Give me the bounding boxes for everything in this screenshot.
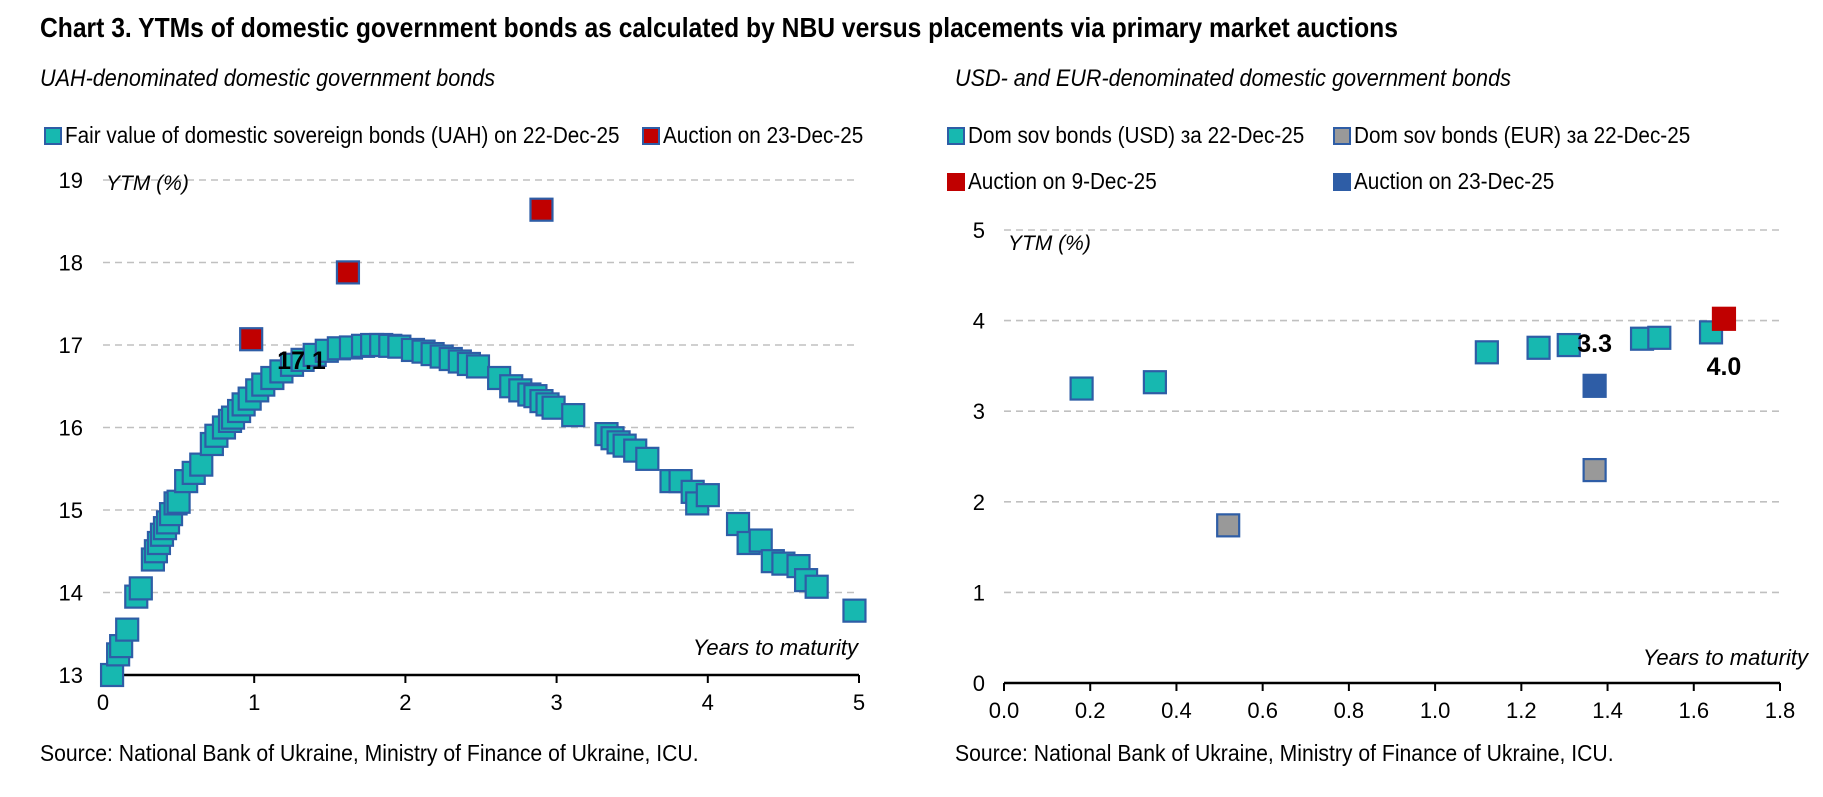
x-tick-label: 0.6 (1247, 698, 1278, 723)
y-tick-label: 0 (973, 671, 985, 696)
legend-swatch-red-icon (642, 126, 660, 145)
data-point-marker (748, 528, 773, 553)
y-tick-label: 19 (59, 168, 83, 193)
data-point-marker (1142, 370, 1167, 395)
right-legend-item-auction-23dec: Auction on 23-Dec-25 (1333, 168, 1576, 195)
right-series-3 (1582, 373, 1607, 398)
right-source-note: Source: National Bank of Ukraine, Minist… (955, 740, 1614, 766)
left-series-1 (239, 197, 554, 352)
x-tick-label: 1.2 (1506, 698, 1537, 723)
x-tick-label: 0.2 (1075, 698, 1106, 723)
data-point-marker (189, 452, 214, 477)
data-point-marker (465, 354, 491, 379)
data-point-marker (1069, 376, 1094, 401)
right-legend-item-auction-9dec: Auction on 9-Dec-25 (947, 168, 1178, 195)
x-tick-label: 3 (550, 690, 562, 715)
x-tick-label: 0 (97, 690, 109, 715)
x-tick-label: 0.4 (1161, 698, 1192, 723)
data-point-marker (99, 662, 125, 688)
y-tick-label: 15 (59, 498, 83, 523)
x-tick-label: 2 (399, 690, 411, 715)
data-point-marker (335, 260, 361, 285)
right-subtitle: USD- and EUR-denominated domestic govern… (955, 65, 1511, 92)
legend-label: Dom sov bonds (USD) за 22-Dec-25 (968, 122, 1305, 148)
y-axis-title: YTM (%) (106, 172, 189, 195)
y-tick-label: 17 (59, 333, 83, 358)
data-point-marker (1556, 332, 1581, 358)
data-point-marker (166, 489, 191, 514)
x-tick-label: 0.8 (1334, 698, 1365, 723)
y-tick-label: 1 (973, 580, 985, 605)
legend-label: Dom sov bonds (EUR) за 22-Dec-25 (1354, 122, 1691, 148)
data-point-marker (1526, 335, 1551, 360)
x-tick-label: 5 (853, 690, 865, 715)
y-tick-label: 18 (59, 251, 83, 276)
legend-label: Auction on 23-Dec-25 (663, 122, 864, 148)
x-tick-label: 1.8 (1765, 698, 1796, 723)
data-point-marker (1582, 457, 1607, 483)
data-point-marker (695, 483, 720, 508)
data-point-marker (128, 576, 153, 601)
data-point-marker (1647, 325, 1672, 350)
left-legend-item-fair-value: Fair value of domestic sovereign bonds (… (44, 122, 681, 149)
data-point-marker (842, 598, 867, 623)
right-legend-item-usd: Dom sov bonds (USD) за 22-Dec-25 (947, 122, 1342, 149)
legend-swatch-teal-icon (947, 126, 965, 145)
y-tick-label: 2 (973, 490, 985, 515)
data-point-marker (1474, 340, 1499, 365)
left-series-0 (99, 332, 867, 688)
legend-swatch-blue-icon (1333, 172, 1351, 191)
data-point-marker (1711, 306, 1737, 331)
y-tick-label: 5 (973, 218, 985, 243)
legend-label: Fair value of domestic sovereign bonds (… (65, 122, 620, 148)
y-tick-label: 13 (59, 663, 83, 688)
left-chart: 13 14 15 16 17 18 19 0 1 2 3 4 5 YTM (%) Years to matu… (59, 168, 867, 715)
data-point-marker (1582, 373, 1607, 398)
left-source-note: Source: National Bank of Ukraine, Minist… (40, 740, 699, 766)
x-tick-label: 0.0 (989, 698, 1020, 723)
x-tick-label: 4 (702, 690, 714, 715)
left-legend-item-auction: Auction on 23-Dec-25 (642, 122, 885, 149)
x-axis-title: Years to maturity (1643, 645, 1810, 670)
legend-swatch-gray-icon (1333, 126, 1351, 145)
y-tick-label: 4 (973, 309, 985, 334)
data-point-marker (561, 403, 586, 428)
y-axis-title: YTM (%) (1008, 232, 1091, 255)
legend-label: Auction on 9-Dec-25 (968, 168, 1157, 194)
x-tick-label: 1.0 (1420, 698, 1451, 723)
y-tick-label: 16 (59, 416, 83, 441)
data-label: 3.3 (1577, 330, 1612, 358)
legend-swatch-teal-icon (44, 126, 62, 145)
legend-label: Auction on 23-Dec-25 (1354, 168, 1555, 194)
data-point-marker (804, 574, 829, 599)
right-series-1 (1216, 457, 1607, 538)
chart-title: Chart 3. YTMs of domestic government bon… (40, 12, 1398, 43)
data-point-marker (115, 617, 140, 642)
legend-swatch-red-icon (947, 172, 965, 191)
data-point-marker (1216, 513, 1241, 538)
right-series-0 (1069, 320, 1724, 401)
data-label: 4.0 (1707, 353, 1742, 381)
data-label: 17.1 (277, 347, 326, 375)
right-chart: 0 1 2 3 4 5 0.0 0.2 0.4 0.6 0.8 1.0 1.2 1.4 1.6 1.8 YTM … (973, 218, 1810, 723)
right-legend-item-eur: Dom sov bonds (EUR) за 22-Dec-25 (1333, 122, 1728, 149)
y-tick-label: 14 (59, 581, 83, 606)
x-tick-label: 1.6 (1678, 698, 1709, 723)
data-point-marker (635, 446, 660, 471)
x-axis-title: Years to maturity (693, 635, 860, 660)
data-point-marker (529, 197, 554, 222)
left-subtitle: UAH-denominated domestic government bond… (40, 65, 496, 92)
y-tick-label: 3 (973, 399, 985, 424)
right-series-2 (1711, 306, 1737, 331)
x-tick-label: 1.4 (1592, 698, 1623, 723)
data-point-marker (239, 327, 264, 352)
x-tick-label: 1 (248, 690, 260, 715)
